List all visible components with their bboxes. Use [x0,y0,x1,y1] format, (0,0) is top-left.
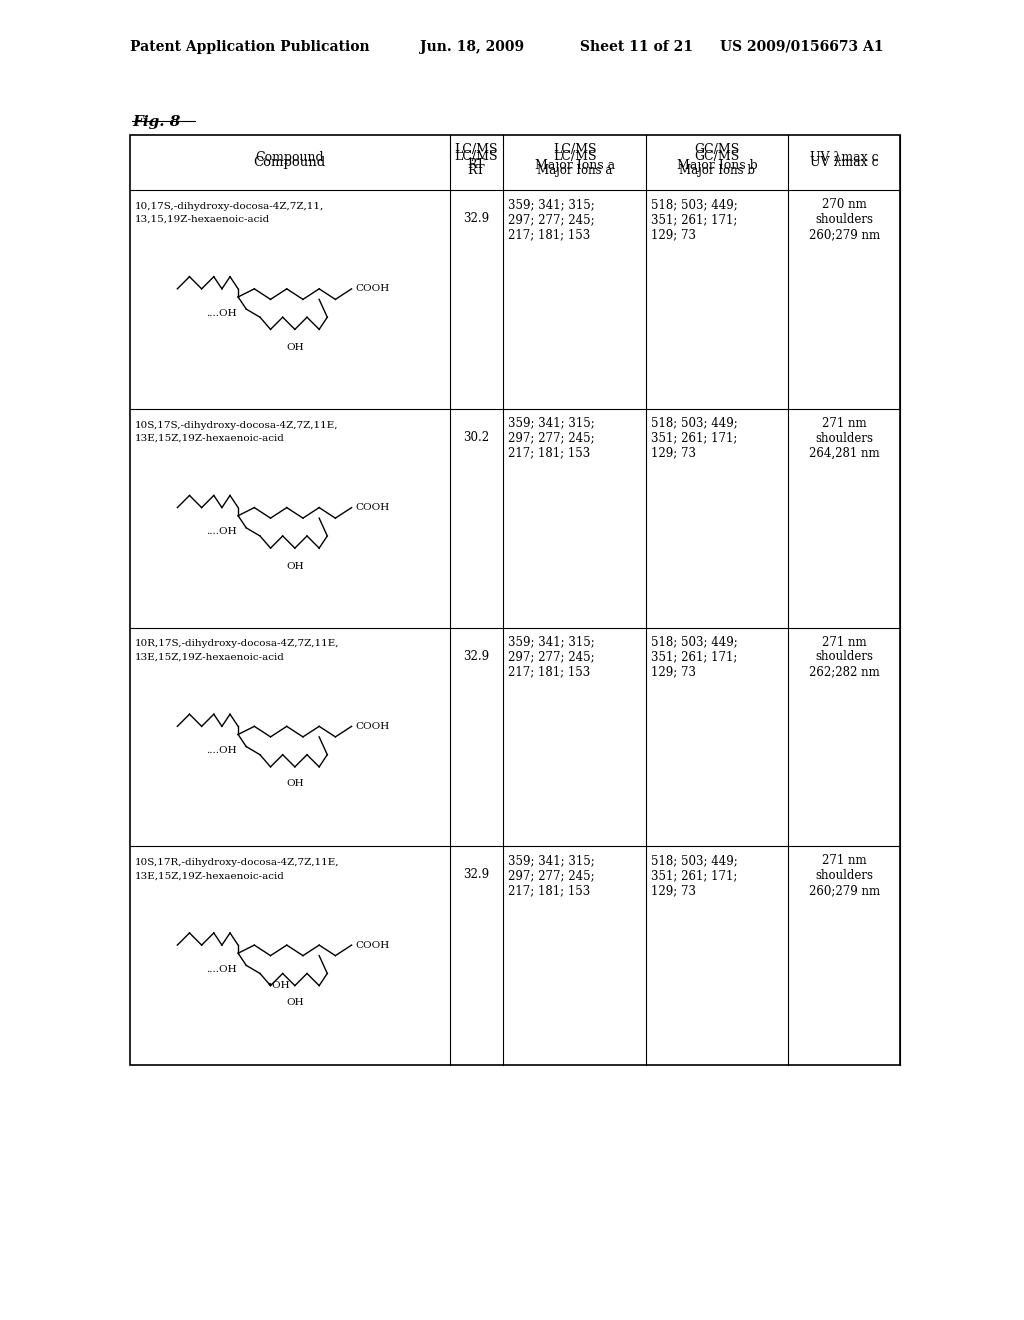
Text: GC/MS: GC/MS [694,150,739,162]
Text: 518; 503; 449;
351; 261; 171;
129; 73: 518; 503; 449; 351; 261; 171; 129; 73 [651,854,737,898]
Text: COOH: COOH [355,722,389,731]
Text: COOH: COOH [355,941,389,949]
Text: ....OH: ....OH [206,746,237,755]
Text: 10S,17S,-dihydroxy-docosa-4Z,7Z,11E,: 10S,17S,-dihydroxy-docosa-4Z,7Z,11E, [135,421,339,430]
Text: 13E,15Z,19Z-hexaenoic-acid: 13E,15Z,19Z-hexaenoic-acid [135,871,285,880]
Text: OH: OH [286,562,304,572]
Text: LC/MS: LC/MS [455,150,499,162]
Text: 359; 341; 315;
297; 277; 245;
217; 181; 153: 359; 341; 315; 297; 277; 245; 217; 181; … [509,417,595,459]
Text: 518; 503; 449;
351; 261; 171;
129; 73: 518; 503; 449; 351; 261; 171; 129; 73 [651,198,737,242]
Bar [130,135,900,1065]
Text: 359; 341; 315;
297; 277; 245;
217; 181; 153: 359; 341; 315; 297; 277; 245; 217; 181; … [509,854,595,898]
Text: OH: OH [286,779,304,788]
Text: 10S,17R,-dihydroxy-docosa-4Z,7Z,11E,: 10S,17R,-dihydroxy-docosa-4Z,7Z,11E, [135,858,340,867]
Text: 359; 341; 315;
297; 277; 245;
217; 181; 153: 359; 341; 315; 297; 277; 245; 217; 181; … [509,635,595,678]
Text: OH: OH [286,998,304,1007]
Text: ....OH: ....OH [206,965,237,974]
Text: 13E,15Z,19Z-hexaenoic-acid: 13E,15Z,19Z-hexaenoic-acid [135,434,285,442]
Text: COOH: COOH [355,284,389,293]
Text: OH: OH [286,343,304,352]
Text: 13,15,19Z-hexaenoic-acid: 13,15,19Z-hexaenoic-acid [135,215,270,224]
Text: Compound: Compound [254,156,326,169]
Text: GC/MS
Major Ions b: GC/MS Major Ions b [677,144,758,172]
Text: 271 nm
shoulders
260;279 nm: 271 nm shoulders 260;279 nm [809,854,880,898]
Text: 13E,15Z,19Z-hexaenoic-acid: 13E,15Z,19Z-hexaenoic-acid [135,652,285,661]
Text: 32.9: 32.9 [464,213,489,224]
Text: US 2009/0156673 A1: US 2009/0156673 A1 [720,40,884,54]
Text: Compound: Compound [255,150,324,164]
Text: LC/MS: LC/MS [553,150,596,162]
Text: 271 nm
shoulders
262;282 nm: 271 nm shoulders 262;282 nm [809,635,880,678]
Text: Major Ions b: Major Ions b [679,164,755,177]
Text: 518; 503; 449;
351; 261; 171;
129; 73: 518; 503; 449; 351; 261; 171; 129; 73 [651,635,737,678]
Text: 32.9: 32.9 [464,649,489,663]
Text: 271 nm
shoulders
264,281 nm: 271 nm shoulders 264,281 nm [809,417,880,459]
Text: 10,17S,-dihydroxy-docosa-4Z,7Z,11,: 10,17S,-dihydroxy-docosa-4Z,7Z,11, [135,202,325,211]
Text: COOH: COOH [355,503,389,512]
Text: 270 nm
shoulders
260;279 nm: 270 nm shoulders 260;279 nm [809,198,880,242]
Text: 359; 341; 315;
297; 277; 245;
217; 181; 153: 359; 341; 315; 297; 277; 245; 217; 181; … [509,198,595,242]
Text: Fig. 8: Fig. 8 [132,115,180,129]
Text: Patent Application Publication: Patent Application Publication [130,40,370,54]
Text: •OH: •OH [266,981,290,990]
Text: 32.9: 32.9 [464,869,489,882]
Text: UV λmax c: UV λmax c [810,156,879,169]
Text: UV λmax c: UV λmax c [810,150,879,164]
Text: 10R,17S,-dihydroxy-docosa-4Z,7Z,11E,: 10R,17S,-dihydroxy-docosa-4Z,7Z,11E, [135,639,340,648]
Text: 518; 503; 449;
351; 261; 171;
129; 73: 518; 503; 449; 351; 261; 171; 129; 73 [651,417,737,459]
Text: ....OH: ....OH [206,309,237,318]
Text: 30.2: 30.2 [464,430,489,444]
Text: Major Ions a: Major Ions a [537,164,612,177]
Text: RT: RT [468,164,485,177]
Text: LC/MS
Major Ions a: LC/MS Major Ions a [535,144,614,172]
Text: LC/MS
RT: LC/MS RT [455,144,499,172]
Text: ....OH: ....OH [206,528,237,536]
Text: Sheet 11 of 21: Sheet 11 of 21 [580,40,693,54]
Text: Jun. 18, 2009: Jun. 18, 2009 [420,40,524,54]
